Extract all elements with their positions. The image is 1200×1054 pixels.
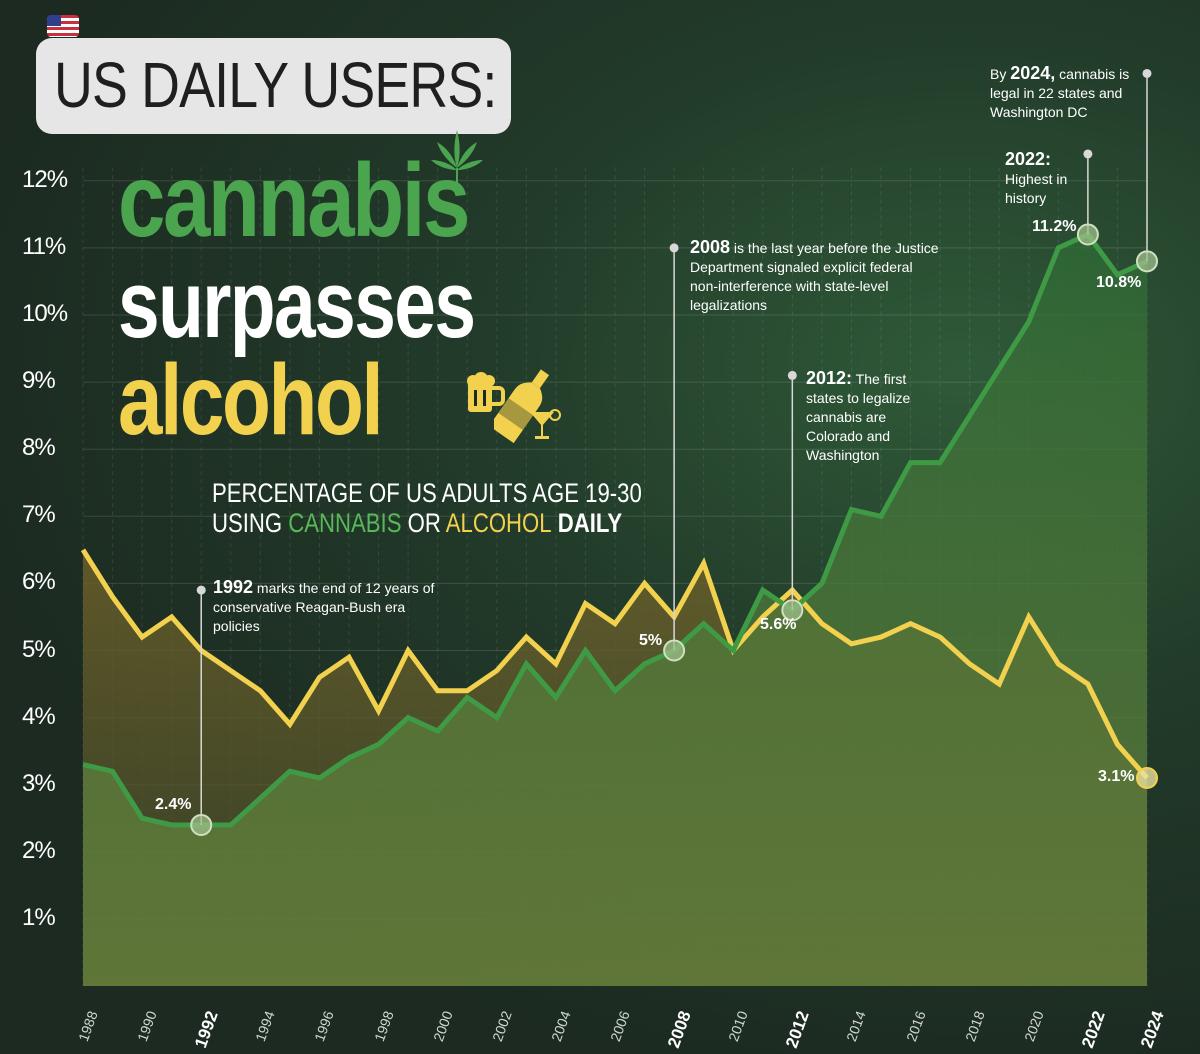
- point-cannabis-2022: [1076, 223, 1099, 246]
- us-flag-icon: [47, 15, 79, 37]
- annotation-2008: 2008 is the last year before the Justice…: [690, 238, 940, 315]
- y-tick-label: 12%: [22, 165, 68, 193]
- leader-2012-dot: [787, 370, 797, 380]
- annotation-text: cannabis is legal in 22 states and Washi…: [990, 66, 1130, 120]
- annotation-2022: 2022: Highest in history: [1005, 150, 1095, 208]
- point-cannabis-2012: [781, 599, 804, 622]
- value-label-2008: 5%: [639, 632, 663, 649]
- legend-alcohol: ALCOHOL: [445, 508, 552, 538]
- annotation-year: 2008: [690, 237, 731, 257]
- value-label-2012: 5.6%: [760, 616, 797, 633]
- annotation-text: is the last year before the Justice Depa…: [690, 240, 939, 313]
- y-tick-label: 11%: [22, 232, 66, 260]
- annotation-year: 2024,: [1010, 63, 1056, 83]
- point-cannabis-2008: [663, 639, 686, 662]
- annotation-text: Highest in history: [1005, 171, 1068, 206]
- point-alcohol-2024: [1136, 766, 1158, 789]
- value-label-2022: 11.2%: [1032, 218, 1077, 235]
- point-cannabis-2024: [1136, 250, 1158, 273]
- annotation-text: The first states to legalize cannabis ar…: [806, 371, 911, 463]
- y-tick-label: 7%: [22, 501, 56, 529]
- point-cannabis-1992: [190, 813, 213, 836]
- beer-mug-icon: [467, 372, 505, 412]
- y-tick-label: 2%: [22, 836, 56, 864]
- y-tick-label: 10%: [22, 300, 68, 327]
- headline-cannabis: cannabis: [118, 143, 470, 259]
- annotation-text: marks the end of 12 years of conservativ…: [213, 580, 435, 634]
- annotation-1992: 1992 marks the end of 12 years of conser…: [213, 578, 443, 636]
- y-tick-label: 9%: [22, 367, 56, 395]
- subtitle-daily: DAILY: [551, 508, 623, 538]
- subtitle-text: USING: [212, 508, 289, 538]
- y-tick-label: 4%: [22, 702, 56, 730]
- subtitle-text: OR: [401, 508, 446, 538]
- value-label-1992: 2.4%: [155, 796, 192, 813]
- y-tick-label: 8%: [22, 434, 56, 462]
- annotation-text: By: [990, 66, 1011, 82]
- wine-bottle-icon: [494, 369, 550, 444]
- leader-2024-dot: [1142, 68, 1152, 78]
- subtitle-line-2: USING CANNABIS OR ALCOHOL DAILY: [212, 508, 622, 539]
- leader-1992-dot: [196, 585, 206, 595]
- annotation-year: 1992: [213, 577, 254, 597]
- y-tick-label: 1%: [22, 903, 56, 931]
- value-label-2024-alcohol: 3.1%: [1098, 768, 1135, 785]
- headline-alcohol: alcohol: [118, 344, 384, 456]
- series-line-alcohol: [80, 548, 1149, 780]
- annotation-year: 2022:: [1005, 149, 1052, 169]
- annotation-leaders: [196, 68, 1152, 825]
- leader-2008-dot: [669, 243, 679, 253]
- headline-surpasses: surpasses: [118, 251, 476, 358]
- leader-2022-dot: [1083, 149, 1093, 159]
- title-box: [36, 38, 511, 134]
- y-tick-label: 5%: [22, 635, 56, 663]
- cannabis-leaf-icon: [431, 130, 483, 186]
- value-label-2024-cannabis: 10.8%: [1096, 274, 1142, 291]
- annotation-year: 2012:: [806, 368, 853, 388]
- subtitle-line-1: PERCENTAGE OF US ADULTS AGE 19-30: [212, 478, 642, 508]
- y-tick-label: 3%: [22, 769, 56, 797]
- y-tick-label: 6%: [22, 568, 56, 596]
- series-area-cannabis: [83, 234, 1147, 987]
- legend-cannabis: CANNABIS: [288, 508, 402, 538]
- highlight-points: [190, 223, 1158, 836]
- page-title: US DAILY USERS:: [54, 49, 497, 121]
- annotation-2012: 2012: The first states to legalize canna…: [806, 369, 936, 465]
- line-layer: [80, 231, 1149, 828]
- series-line-cannabis: [82, 231, 1149, 828]
- cocktail-glass-icon: [530, 409, 561, 439]
- annotation-2024: By 2024, cannabis is legal in 22 states …: [990, 64, 1145, 122]
